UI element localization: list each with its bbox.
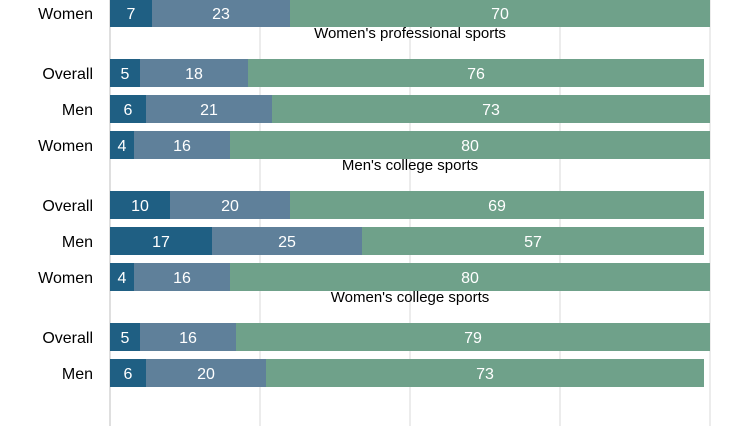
bar-value-label: 16 xyxy=(173,138,191,155)
bar-value-label: 4 xyxy=(118,138,127,155)
row-label: Men xyxy=(62,102,93,119)
bar-value-label: 25 xyxy=(278,234,296,251)
bar-segment xyxy=(152,0,290,27)
group-title: Women's college sports xyxy=(331,289,490,306)
bar-segment xyxy=(236,323,710,351)
bars xyxy=(110,0,710,387)
bar-segment xyxy=(290,0,710,27)
bar-segment xyxy=(110,95,146,123)
bar-value-label: 20 xyxy=(197,366,215,383)
bar-segment xyxy=(146,95,272,123)
bar-segment xyxy=(110,59,140,87)
bar-value-label: 6 xyxy=(124,366,133,383)
bar-segment xyxy=(110,323,140,351)
row-label: Men xyxy=(62,234,93,251)
bar-segment xyxy=(170,191,290,219)
bar-value-label: 73 xyxy=(476,366,494,383)
bar-value-label: 70 xyxy=(491,6,509,23)
bar-value-label: 7 xyxy=(127,6,136,23)
row-label: Women xyxy=(38,138,93,155)
row-label: Overall xyxy=(42,66,93,83)
row-label: Overall xyxy=(42,198,93,215)
bar-value-label: 20 xyxy=(221,198,239,215)
bar-segment xyxy=(110,227,212,255)
bar-value-label: 4 xyxy=(118,270,127,287)
bar-value-label: 76 xyxy=(467,66,485,83)
bar-value-label: 5 xyxy=(121,66,130,83)
bar-value-label: 80 xyxy=(461,138,479,155)
bar-value-label: 6 xyxy=(124,102,133,119)
bar-segment xyxy=(110,131,134,159)
bar-segment xyxy=(272,95,710,123)
bar-segment xyxy=(134,131,230,159)
row-label: Women xyxy=(38,270,93,287)
bar-value-label: 21 xyxy=(200,102,218,119)
bar-segment xyxy=(146,359,266,387)
bar-value-label: 10 xyxy=(131,198,149,215)
bar-value-label: 79 xyxy=(464,330,482,347)
bar-segment xyxy=(110,359,146,387)
row-label: Women xyxy=(38,6,93,23)
group-title: Men's college sports xyxy=(342,157,478,174)
bar-value-label: 73 xyxy=(482,102,500,119)
bar-segment xyxy=(110,263,134,291)
bar-segment xyxy=(140,59,248,87)
bar-segment xyxy=(230,131,710,159)
row-label: Men xyxy=(62,366,93,383)
bar-value-label: 17 xyxy=(152,234,170,251)
bar-value-label: 16 xyxy=(179,330,197,347)
bar-segment xyxy=(140,323,236,351)
bar-segment xyxy=(290,191,704,219)
bar-value-label: 16 xyxy=(173,270,191,287)
bar-value-label: 57 xyxy=(524,234,542,251)
bar-value-label: 69 xyxy=(488,198,506,215)
bar-segment xyxy=(110,0,152,27)
bar-segment xyxy=(362,227,704,255)
bar-segment xyxy=(266,359,704,387)
bar-segment xyxy=(134,263,230,291)
group-title: Women's professional sports xyxy=(314,25,506,42)
bar-value-label: 80 xyxy=(461,270,479,287)
labels: Women 7 23 70 Women's professional sports Ove… xyxy=(38,6,542,383)
bar-segment xyxy=(248,59,704,87)
bar-segment xyxy=(230,263,710,291)
bar-value-label: 23 xyxy=(212,6,230,23)
bar-segment xyxy=(212,227,362,255)
bar-value-label: 5 xyxy=(121,330,130,347)
bar-value-label: 18 xyxy=(185,66,203,83)
bar-segment xyxy=(110,191,170,219)
row-label: Overall xyxy=(42,330,93,347)
